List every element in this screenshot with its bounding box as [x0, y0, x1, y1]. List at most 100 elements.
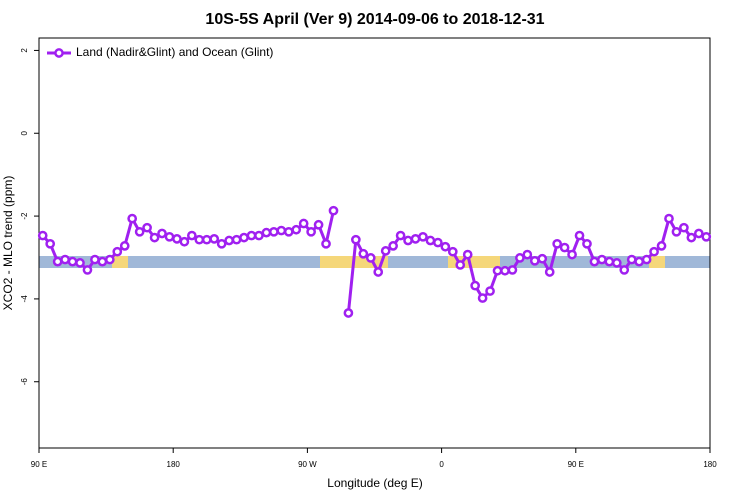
data-point [529, 255, 540, 266]
land-band [112, 256, 128, 268]
data-point [127, 213, 138, 224]
chart-title: 10S-5S April (Ver 9) 2014-09-06 to 2018-… [205, 11, 544, 28]
data-point [283, 226, 294, 237]
data-point [321, 238, 331, 249]
data-point [641, 254, 652, 265]
data-point [157, 228, 167, 239]
data-point [246, 230, 257, 241]
data-point [515, 253, 525, 263]
data-point [172, 234, 182, 244]
y-tick-label: -6 [20, 378, 29, 386]
data-point [544, 267, 555, 277]
y-tick-label: 2 [20, 48, 29, 53]
data-point [470, 280, 480, 291]
data-point [425, 235, 436, 246]
x-tick-label: 90 E [568, 460, 584, 469]
data-point [388, 241, 398, 251]
data-point [67, 256, 78, 267]
legend-label: Land (Nadir&Glint) and Ocean (Glint) [76, 45, 273, 59]
x-tick-label: 0 [439, 460, 444, 469]
data-point [455, 260, 466, 270]
data-point [112, 246, 123, 257]
data-point [619, 265, 630, 275]
legend-marker [54, 48, 64, 58]
data-point [485, 286, 495, 296]
data-point [410, 234, 421, 244]
data-point [701, 231, 712, 242]
data-point [582, 238, 592, 249]
data-point [298, 218, 309, 229]
data-point [671, 226, 682, 237]
y-axis-label: XCO2 - MLO trend (ppm) [1, 176, 15, 311]
data-point [328, 205, 339, 216]
data-point [418, 231, 428, 242]
data-point [37, 230, 48, 241]
data-point [686, 232, 697, 243]
data-point [589, 256, 600, 267]
data-point [75, 258, 85, 268]
data-point [216, 238, 227, 249]
data-point [343, 308, 354, 318]
data-point [90, 254, 100, 265]
data-point [447, 246, 458, 257]
data-point [52, 256, 63, 267]
data-point [209, 234, 220, 244]
data-point [149, 232, 160, 243]
data-point [291, 224, 302, 235]
data-point [45, 238, 56, 249]
plot-frame [38, 37, 711, 449]
data-point [492, 265, 503, 276]
data-point [231, 234, 242, 245]
data-point [395, 230, 406, 241]
data-point [358, 248, 369, 259]
data-point [104, 254, 115, 265]
data-point [552, 238, 563, 249]
y-tick-label: -4 [20, 295, 29, 303]
x-axis-label: Longitude (deg E) [327, 476, 422, 490]
data-point [351, 234, 361, 245]
data-point [597, 254, 607, 265]
data-point [119, 241, 130, 251]
data-point [179, 236, 190, 247]
data-point [693, 228, 704, 239]
data-point [500, 265, 510, 276]
data-point [522, 249, 533, 260]
data-point [194, 234, 205, 245]
data-point [403, 235, 413, 246]
data-point [477, 293, 488, 303]
data-point [604, 256, 615, 267]
data-point [679, 222, 689, 233]
data-point [537, 253, 548, 264]
x-tick-label: 180 [703, 460, 717, 469]
data-point [380, 246, 391, 256]
y-tick-label: -2 [20, 212, 29, 220]
x-tick-label: 180 [167, 460, 181, 469]
data-point [649, 246, 659, 257]
data-point [239, 232, 249, 243]
data-point [201, 234, 212, 245]
data-point [567, 249, 577, 260]
data-point [134, 226, 145, 237]
data-point [306, 226, 316, 237]
data-point [440, 241, 451, 252]
data-point [373, 267, 384, 277]
data-point [261, 227, 272, 238]
land-band [649, 256, 665, 268]
data-point [664, 213, 674, 224]
data-point [634, 256, 645, 267]
data-point [276, 225, 287, 236]
data-point [82, 265, 93, 275]
data-point [224, 235, 234, 246]
x-tick-label: 90 E [31, 460, 47, 469]
data-point [574, 230, 585, 241]
data-point [97, 256, 108, 267]
data-point [611, 258, 622, 268]
data-point [60, 254, 70, 265]
data-point [313, 219, 324, 230]
data-point [462, 249, 473, 260]
data-point [507, 265, 518, 275]
data-point [433, 237, 443, 248]
data-point [656, 241, 667, 251]
y-tick-label: 0 [20, 130, 29, 135]
